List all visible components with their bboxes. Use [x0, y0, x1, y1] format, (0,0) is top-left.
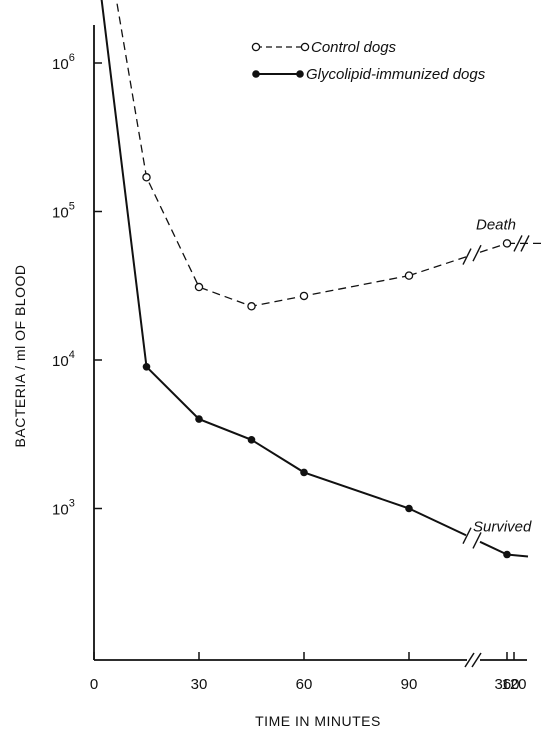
- series-line-to-break: [408, 507, 467, 537]
- x-tick-label: 120: [501, 676, 526, 693]
- y-tick-label: 105: [52, 201, 75, 222]
- series-break-mark: [520, 235, 530, 252]
- data-point-filled: [142, 362, 151, 371]
- series-break-mark: [513, 235, 523, 252]
- x-axis-title: TIME IN MINUTES: [255, 713, 381, 729]
- y-axis-title: BACTERIA / ml OF BLOOD: [12, 265, 28, 448]
- x-axis-break-mark: [471, 652, 482, 668]
- data-point-filled: [503, 550, 511, 559]
- series-line-after-break: [479, 540, 508, 556]
- series-control: Death: [115, 0, 546, 311]
- data-point-filled: [195, 415, 203, 423]
- x-tick-label: 360: [494, 676, 519, 693]
- series-immunized: Survived: [100, 0, 532, 559]
- legend-marker-filled-circle: [252, 70, 260, 78]
- data-point-open: [194, 282, 204, 292]
- y-tick-label: 103: [52, 498, 75, 519]
- y-tick-label: 104: [52, 349, 75, 370]
- series-line-to-break: [408, 256, 467, 277]
- data-point-filled: [300, 468, 308, 477]
- legend: Control dogs Glycolipid-immunized dogs: [251, 39, 486, 83]
- x-tick-label: 90: [401, 676, 418, 693]
- y-tick-label: 106: [52, 52, 75, 73]
- series-line-after-break: [479, 242, 508, 253]
- legend-marker-open-circle: [251, 42, 261, 52]
- data-point-open: [502, 239, 512, 248]
- series-line: [100, 0, 410, 510]
- legend-item-control: Control dogs: [251, 39, 397, 56]
- data-point-open: [142, 173, 151, 182]
- legend-label-immunized: Glycolipid-immunized dogs: [306, 66, 486, 83]
- y-ticks: 103104105106107: [52, 52, 102, 519]
- data-point-open: [404, 271, 414, 280]
- series-break-mark: [462, 248, 472, 265]
- data-point-filled: [247, 436, 256, 444]
- annotation-death: Death: [476, 216, 516, 233]
- legend-marker-filled-circle: [296, 70, 304, 78]
- series-break-mark: [472, 532, 482, 549]
- legend-marker-open-circle: [300, 42, 310, 52]
- series-break-mark: [472, 244, 482, 262]
- data-point-filled: [405, 504, 413, 513]
- annotation-survived: Survived: [473, 519, 532, 536]
- legend-item-immunized: Glycolipid-immunized dogs: [252, 66, 486, 83]
- x-tick-label: 30: [191, 676, 208, 693]
- legend-label-control: Control dogs: [311, 39, 397, 56]
- x-axis-break-mark: [464, 652, 475, 668]
- data-point-open: [299, 291, 309, 301]
- series-layer: Death Survived: [100, 0, 546, 559]
- series-line: [115, 0, 410, 307]
- x-tick-label: 60: [296, 676, 313, 693]
- x-tick-label: 0: [90, 676, 98, 693]
- data-point-open: [247, 302, 256, 311]
- axes: [93, 25, 527, 668]
- series-break-mark: [462, 527, 472, 545]
